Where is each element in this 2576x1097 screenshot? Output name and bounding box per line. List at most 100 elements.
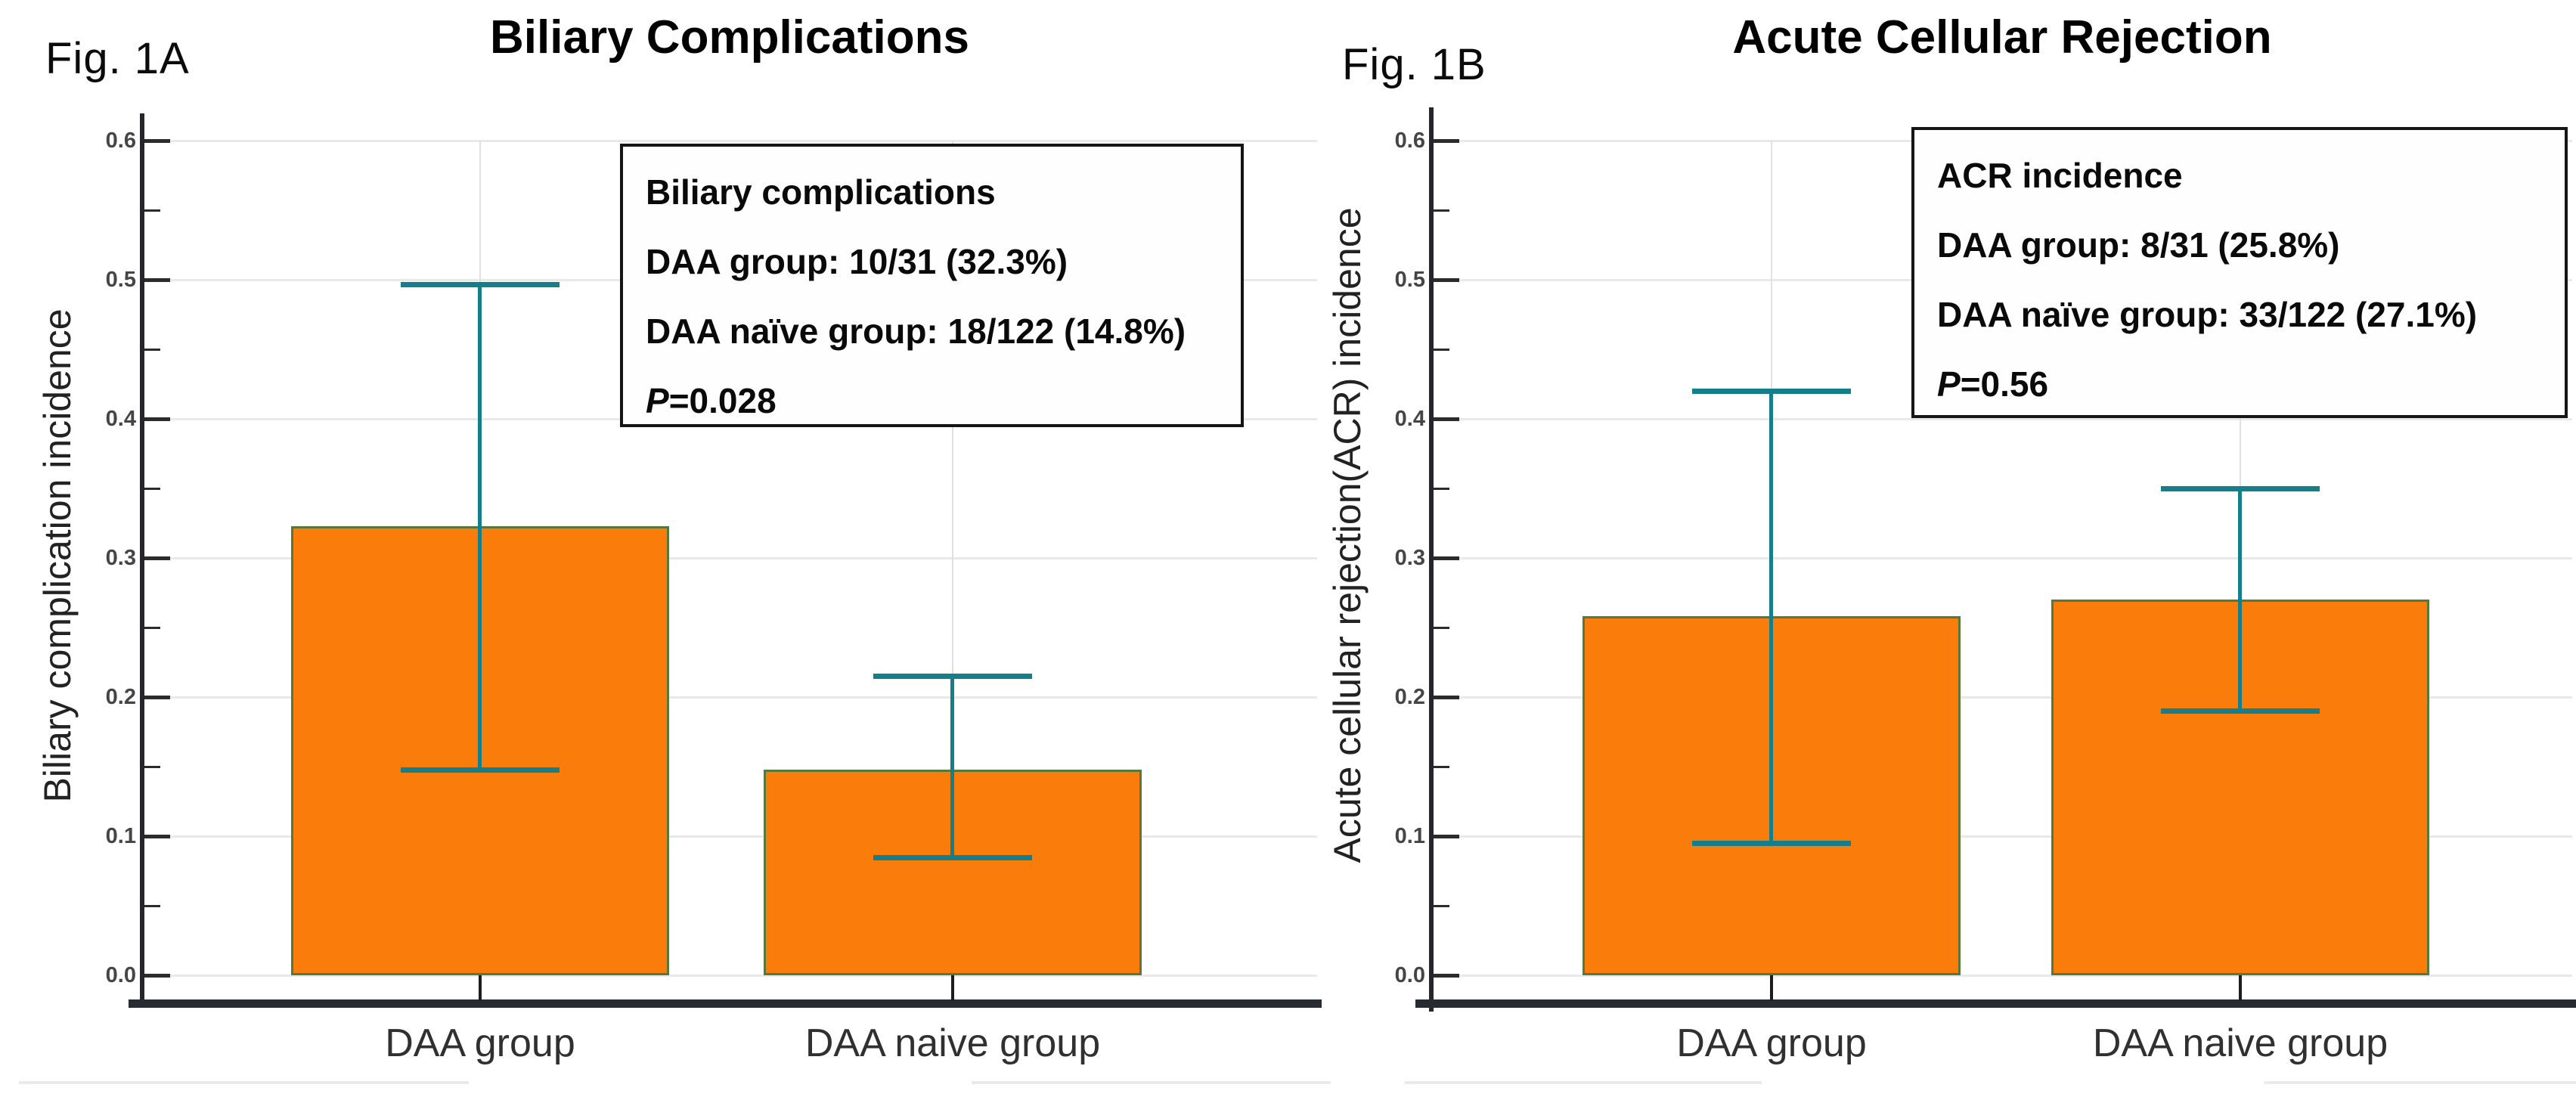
panel-a-title: Biliary Complications	[490, 11, 969, 64]
error-bar-stem	[478, 284, 482, 770]
error-bar-cap-bottom	[2161, 708, 2320, 714]
error-bar-cap-bottom	[873, 854, 1032, 860]
y-tick-major	[144, 556, 170, 560]
y-tick-major	[144, 974, 170, 978]
h-gridline	[144, 696, 1317, 699]
y-tick-minor	[144, 766, 160, 768]
panel-a-annotation-box: Biliary complications DAA group: 10/31 (…	[620, 144, 1244, 427]
panel-b-x-label-daa-group: DAA group	[1676, 1021, 1867, 1065]
error-bar-cap-bottom	[401, 767, 560, 773]
h-gridline	[144, 557, 1317, 559]
p-symbol: P	[646, 381, 669, 420]
y-tick-minor	[144, 349, 160, 351]
y-tick-major	[1434, 139, 1459, 143]
annotation-line: DAA naïve group: 18/122 (14.8%)	[646, 311, 1186, 351]
p-symbol: P	[1937, 364, 1961, 404]
y-tick-major	[1434, 974, 1459, 978]
y-tick-major	[1434, 278, 1459, 282]
y-tick-label: 0.3	[105, 546, 136, 570]
y-tick-minor	[1434, 209, 1449, 212]
p-rest: =0.56	[1960, 364, 2049, 404]
scan-artifact-line	[2264, 1081, 2576, 1084]
scan-artifact-line	[1405, 1081, 1762, 1084]
annotation-line: Biliary complications	[646, 172, 996, 212]
y-tick-major	[1434, 417, 1459, 421]
y-tick-label: 0.4	[105, 407, 136, 431]
panel-b-y-axis-title: Acute cellular rejection(ACR) incidence	[1326, 207, 1369, 863]
y-tick-major	[1434, 556, 1459, 560]
y-tick-major	[1434, 696, 1459, 699]
y-tick-minor	[144, 627, 160, 629]
y-tick-label: 0.0	[1394, 963, 1425, 987]
x-tick	[951, 975, 954, 1001]
p-rest: =0.028	[668, 381, 777, 420]
y-tick-minor	[1434, 627, 1449, 629]
x-tick	[479, 975, 482, 1001]
panel-a-x-label-daa-naive-group: DAA naive group	[804, 1021, 1101, 1065]
fig-label-1a: Fig. 1A	[45, 34, 190, 83]
y-tick-label: 0.1	[105, 824, 136, 848]
annotation-line: ACR incidence	[1937, 156, 2183, 195]
y-tick-major	[144, 278, 170, 282]
fig-label-1b: Fig. 1B	[1342, 40, 1486, 89]
y-tick-label: 0.0	[105, 963, 136, 987]
error-bar-cap-top	[2161, 486, 2320, 491]
panel-b-x-axis-line	[1415, 999, 2576, 1008]
y-tick-major	[144, 835, 170, 838]
panel-b-annotation-box: ACR incidence DAA group: 8/31 (25.8%) DA…	[1911, 127, 2568, 418]
y-tick-minor	[144, 209, 160, 212]
y-tick-major	[144, 696, 170, 699]
y-tick-minor	[1434, 766, 1449, 768]
h-gridline	[144, 140, 1317, 142]
annotation-line: DAA group: 10/31 (32.3%)	[646, 242, 1068, 281]
h-gridline	[1434, 835, 2572, 838]
y-tick-label: 0.6	[1394, 129, 1425, 153]
error-bar-cap-top	[401, 281, 560, 287]
y-tick-major	[1434, 835, 1459, 838]
y-tick-major	[144, 139, 170, 143]
x-tick	[1770, 975, 1773, 1001]
y-tick-major	[144, 417, 170, 421]
error-bar-cap-bottom	[1692, 841, 1851, 847]
y-tick-minor	[144, 905, 160, 907]
panel-a-x-axis-line	[129, 999, 1322, 1008]
y-tick-label: 0.2	[105, 685, 136, 709]
y-tick-minor	[1434, 905, 1449, 907]
error-bar-cap-top	[873, 674, 1032, 680]
annotation-p-value: P=0.028	[646, 366, 1218, 435]
y-tick-minor	[144, 488, 160, 490]
error-bar-stem	[1769, 391, 1773, 844]
panel-b-y-axis-line	[1429, 107, 1434, 1012]
v-gridline	[952, 141, 953, 975]
panel-b-x-label-daa-naive-group: DAA naive group	[2092, 1021, 2388, 1065]
x-tick	[2239, 975, 2242, 1001]
h-gridline	[1434, 418, 2572, 420]
y-tick-label: 0.2	[1394, 685, 1425, 709]
scan-artifact-line	[19, 1081, 469, 1084]
scan-artifact-line	[972, 1081, 1331, 1084]
annotation-line: DAA naïve group: 33/122 (27.1%)	[1937, 295, 2478, 334]
y-tick-minor	[1434, 349, 1449, 351]
h-gridline	[1434, 975, 2572, 977]
y-tick-label: 0.1	[1394, 824, 1425, 848]
h-gridline	[1434, 557, 2572, 559]
y-tick-label: 0.5	[105, 268, 136, 292]
y-tick-label: 0.6	[105, 129, 136, 153]
error-bar-stem	[950, 676, 954, 857]
panel-a-x-label-daa-group: DAA group	[385, 1021, 575, 1065]
annotation-p-value: P=0.56	[1937, 349, 2542, 419]
panel-a-y-axis-line	[140, 113, 144, 1006]
panel-b-title: Acute Cellular Rejection	[1732, 11, 2272, 64]
y-tick-label: 0.4	[1394, 407, 1425, 431]
h-gridline	[1434, 696, 2572, 699]
h-gridline	[144, 975, 1317, 977]
error-bar-stem	[2238, 488, 2242, 711]
y-tick-minor	[1434, 488, 1449, 490]
annotation-line: DAA group: 8/31 (25.8%)	[1937, 225, 2340, 265]
h-gridline	[144, 835, 1317, 838]
error-bar-cap-top	[1692, 389, 1851, 395]
y-tick-label: 0.5	[1394, 268, 1425, 292]
y-tick-label: 0.3	[1394, 546, 1425, 570]
